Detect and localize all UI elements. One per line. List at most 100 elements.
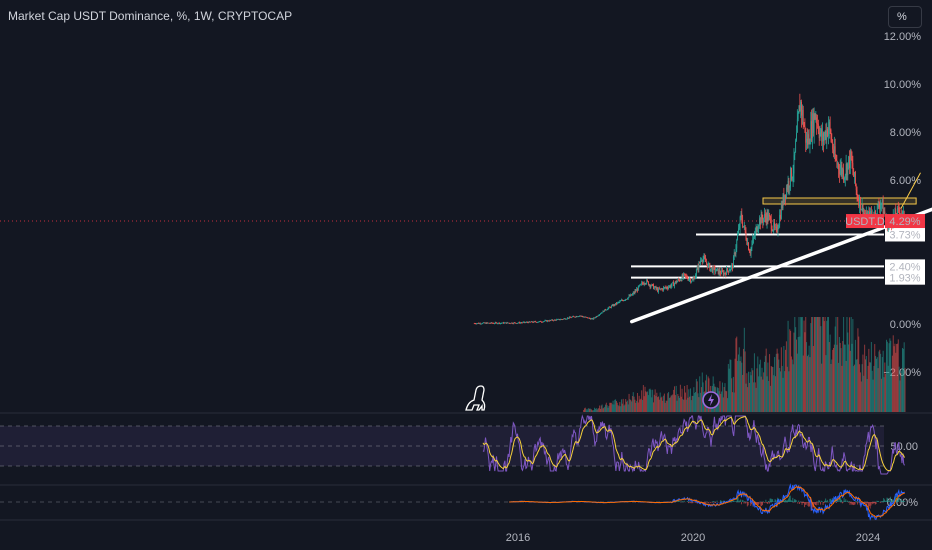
- volume-bar: [695, 378, 697, 412]
- candle-body: [840, 165, 842, 169]
- candle-body: [505, 322, 507, 324]
- candle-body: [667, 288, 669, 289]
- rsi-ma-line: [482, 416, 905, 472]
- candle-body: [786, 187, 788, 190]
- candle-body: [749, 252, 751, 254]
- macd-histogram-bar: [809, 502, 811, 507]
- macd-histogram-bar: [818, 500, 820, 502]
- candle-body: [902, 211, 904, 213]
- volume-bar: [763, 372, 765, 412]
- candle-body: [791, 168, 792, 180]
- volume-bar: [597, 408, 599, 412]
- symbol-tag: [846, 214, 884, 229]
- volume-bar: [584, 407, 586, 412]
- candle-body: [553, 319, 555, 321]
- macd-histogram-bar: [878, 500, 880, 502]
- candle-body: [727, 268, 728, 271]
- price-axis-label: 10.00%: [884, 79, 922, 91]
- volume-bar: [788, 371, 790, 412]
- candle-body: [554, 319, 556, 321]
- volume-bar: [697, 393, 699, 412]
- candle-body: [894, 209, 896, 216]
- volume-bar: [676, 400, 678, 412]
- unit-toggle-button[interactable]: %: [888, 6, 922, 28]
- volume-bar: [719, 381, 721, 412]
- volume-bar: [595, 408, 597, 412]
- candle-body: [629, 295, 631, 297]
- candle-body: [632, 293, 633, 296]
- macd-histogram-bar: [743, 502, 745, 504]
- candle-body: [507, 322, 509, 324]
- macd-histogram-bar: [709, 502, 711, 504]
- volume-bar: [616, 402, 618, 412]
- macd-histogram-bar: [677, 500, 679, 502]
- macd-histogram-bar: [761, 502, 763, 507]
- candle-body: [807, 138, 808, 145]
- volume-bar: [689, 396, 691, 412]
- volume-bar: [833, 344, 835, 412]
- volume-bar: [759, 359, 761, 412]
- macd-histogram-bar: [880, 501, 882, 502]
- volume-bar: [774, 357, 776, 412]
- macd-histogram-bar: [815, 502, 817, 506]
- candle-body: [685, 273, 686, 276]
- candle-body: [755, 226, 757, 231]
- volume-bar: [782, 377, 784, 412]
- candle-body: [624, 299, 626, 301]
- volume-bar: [648, 389, 650, 412]
- candle-body: [583, 316, 585, 318]
- volume-bar: [747, 387, 749, 412]
- candle-body: [580, 315, 582, 317]
- candle-body: [584, 316, 585, 318]
- volume-bar: [722, 397, 724, 412]
- macd-histogram-bar: [756, 502, 758, 505]
- volume-bar: [859, 364, 861, 412]
- candle-body: [573, 316, 575, 318]
- candle-body: [861, 204, 863, 210]
- volume-bar: [637, 402, 639, 412]
- macd-histogram-bar: [822, 502, 824, 506]
- macd-histogram-bar: [888, 501, 890, 502]
- candle-body: [531, 321, 532, 323]
- volume-bar: [583, 409, 585, 412]
- candle-body: [520, 322, 521, 324]
- volume-bar: [896, 343, 898, 412]
- macd-histogram-bar: [694, 502, 696, 503]
- candle-body: [548, 320, 550, 322]
- candle-body: [611, 304, 613, 306]
- candle-body: [880, 204, 882, 210]
- volume-bar: [728, 368, 730, 412]
- candle-body: [552, 319, 553, 321]
- candle-body: [860, 197, 861, 210]
- volume-bar: [809, 357, 811, 412]
- candle-body: [825, 131, 827, 140]
- candle-body: [564, 318, 566, 320]
- candle-body: [610, 306, 611, 308]
- current-price-tag: [885, 214, 925, 229]
- volume-bar: [605, 402, 607, 412]
- candle-body: [567, 317, 569, 319]
- volume-bar: [757, 356, 759, 412]
- macd-histogram-bar: [892, 500, 894, 502]
- candle-body: [766, 212, 768, 223]
- candle-body: [759, 218, 760, 226]
- candle-body: [506, 322, 508, 324]
- candle-body: [483, 322, 484, 324]
- candle-body: [798, 105, 800, 114]
- volume-bar: [755, 387, 757, 412]
- volume-bar: [764, 355, 766, 412]
- macd-histogram-bar: [851, 502, 853, 505]
- macd-histogram-bar: [900, 498, 902, 502]
- volume-bar: [802, 355, 804, 412]
- macd-histogram-bar: [836, 499, 838, 502]
- macd-histogram-bar: [770, 498, 772, 502]
- candle-body: [651, 284, 653, 286]
- volume-bar: [658, 396, 660, 412]
- volume-bar: [855, 359, 857, 412]
- volume-bar: [631, 401, 633, 412]
- volume-bar: [797, 337, 799, 412]
- candle-body: [595, 316, 597, 318]
- candle-body: [832, 141, 834, 150]
- volume-bar: [896, 343, 898, 412]
